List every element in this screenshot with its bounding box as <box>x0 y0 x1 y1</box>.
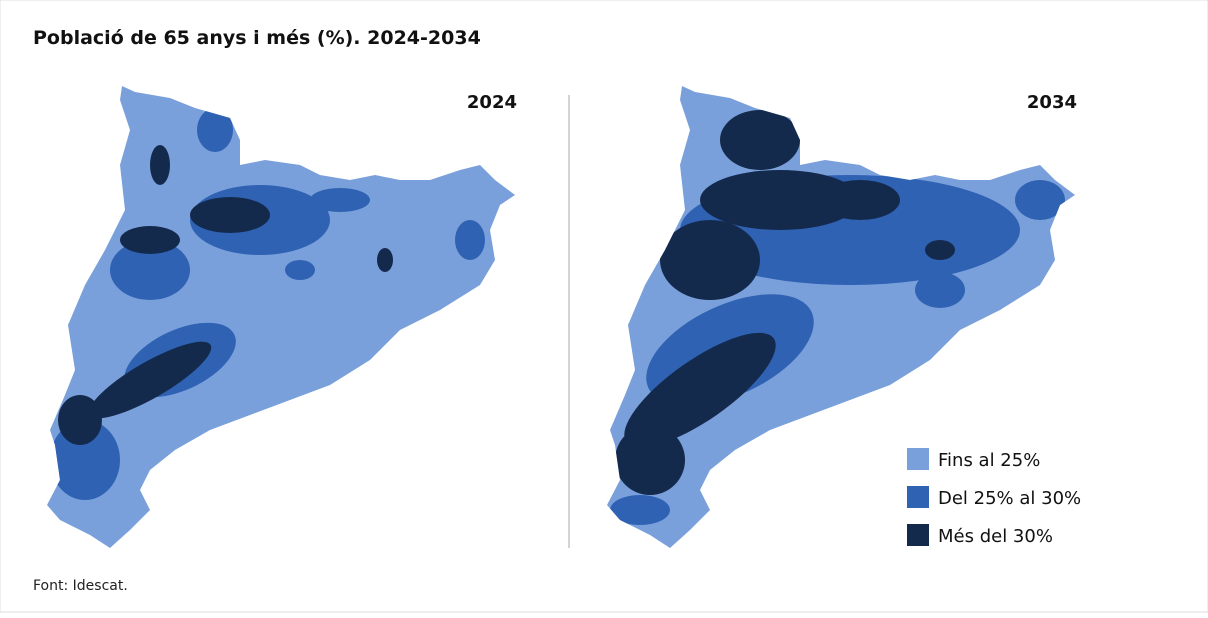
panel-label: 2034 <box>1027 92 1077 113</box>
legend-label: Del 25% al 30% <box>938 488 1081 509</box>
legend: Fins al 25% Del 25% al 30% Més del 30% <box>907 448 1081 547</box>
map-2024 <box>47 86 515 548</box>
legend-swatch <box>907 486 929 508</box>
legend-label: Fins al 25% <box>938 450 1040 471</box>
panel-label: 2024 <box>467 92 517 113</box>
source: Font: Idescat. <box>33 578 128 594</box>
legend-swatch <box>907 448 929 470</box>
map-2034 <box>607 86 1075 548</box>
legend-label: Més del 30% <box>938 526 1053 547</box>
legend-swatch <box>907 524 929 546</box>
title: Població de 65 anys i més (%). 2024-2034 <box>33 27 481 49</box>
